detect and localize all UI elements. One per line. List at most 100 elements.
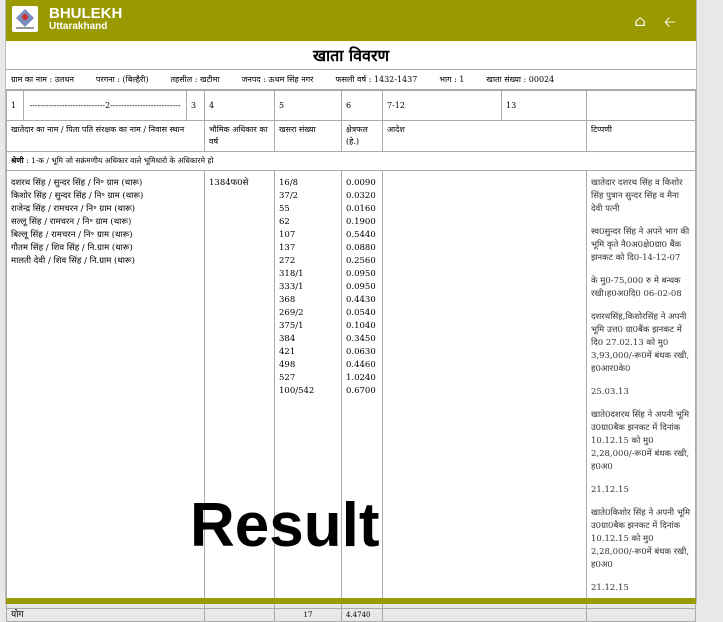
result-overlay: Result bbox=[190, 491, 380, 560]
remark-item: दशरथसिंह,किशोरसिंह ने अपनी भूमि उत्त0 ग्… bbox=[591, 312, 690, 374]
owner-item: मालती देवी / शिव सिंह / नि.ग्राम (थारू) bbox=[11, 256, 135, 266]
data-row: दशरथ सिंह / सुन्दर सिंह / नि॰ ग्राम (थार… bbox=[6, 170, 696, 609]
owner-item: गौतम सिंह / शिव सिंह / नि.ग्राम (थारू) bbox=[11, 243, 133, 253]
area-cell: 0.0090 0.0320 0.0160 0.1900 0.5440 0.0880 0.25… bbox=[341, 170, 383, 609]
khasra-item: 498 bbox=[279, 360, 296, 370]
total-khasra-count: 17 bbox=[274, 608, 342, 622]
header-year: भौमिक अधिकार का वर्ष bbox=[204, 120, 275, 152]
area-item: 0.1040 bbox=[346, 321, 376, 331]
owner-item: किशोर सिंह / सुन्दर सिंह / नि॰ ग्राम (था… bbox=[11, 191, 144, 201]
area-item: 0.0880 bbox=[346, 243, 376, 253]
col-num: 6 bbox=[341, 90, 383, 121]
owners-cell: दशरथ सिंह / सुन्दर सिंह / नि॰ ग्राम (थार… bbox=[6, 170, 205, 609]
area-item: 0.1900 bbox=[346, 217, 376, 227]
area-item: 0.0950 bbox=[346, 269, 376, 279]
remark-item: 21.12.15 bbox=[591, 485, 629, 495]
category-row: श्रेणी : 1-क / भूमि जो सक्रंमणीय अधिकार … bbox=[6, 151, 696, 171]
khasra-item: 269/2 bbox=[279, 308, 304, 318]
category-text: : 1-क / भूमि जो सक्रंमणीय अधिकार वाले भू… bbox=[23, 156, 214, 165]
khasra-item: 272 bbox=[279, 256, 296, 266]
area-item: 0.0160 bbox=[346, 204, 376, 214]
owner-item: दशरथ सिंह / सुन्दर सिंह / नि॰ ग्राम (थार… bbox=[11, 178, 143, 188]
area-item: 0.0320 bbox=[346, 191, 376, 201]
col-num: 5 bbox=[274, 90, 342, 121]
header-area: क्षेत्रफल (हे.) bbox=[341, 120, 383, 152]
page: BHULEKH Uttarakhand ⌂ 🡠 खाता विवरण ग्राम… bbox=[5, 0, 697, 622]
remark-item: खाते0किशोर सिंह ने अपनी भूमि उ0ग्रा0बैक … bbox=[591, 508, 691, 570]
area-item: 0.0950 bbox=[346, 282, 376, 292]
area-item: 0.6700 bbox=[346, 386, 376, 396]
remark-item: स्व0सुन्दर सिंह ने अपने भाग की भूमि कृते… bbox=[591, 227, 690, 263]
area-item: 0.0630 bbox=[346, 347, 376, 357]
village: ग्राम का नाम : उलधन bbox=[11, 75, 74, 84]
remark-item: के मु0-75,000 रु मे बन्धक रखी।ह0अ0दि0 06… bbox=[591, 276, 682, 299]
pargana: परगना : (बिल्हैरी) bbox=[95, 75, 149, 84]
col-num: 4 bbox=[204, 90, 275, 121]
total-area: 4.4740 bbox=[341, 608, 383, 622]
khata-table: 1 ----------------------------2---------… bbox=[6, 90, 696, 622]
khasra-item: 16/8 bbox=[279, 178, 299, 188]
khasra-item: 384 bbox=[279, 334, 296, 344]
total-row: योग 17 4.4740 bbox=[6, 608, 696, 622]
header-khasra: खसरा संख्या bbox=[274, 120, 342, 152]
khasra-item: 37/2 bbox=[279, 191, 299, 201]
remark-item: 21.12.15 bbox=[591, 583, 629, 593]
column-number-row: 1 ----------------------------2---------… bbox=[6, 90, 696, 121]
khasra-item: 421 bbox=[279, 347, 296, 357]
owner-item: राजेन्द्र सिंह / रामचरन / नि॰ ग्राम (थार… bbox=[11, 204, 136, 214]
header-order: आदेश bbox=[382, 120, 587, 152]
khasra-item: 333/1 bbox=[279, 282, 304, 292]
header-bar: BHULEKH Uttarakhand ⌂ 🡠 bbox=[6, 0, 696, 41]
area-item: 0.3450 bbox=[346, 334, 376, 344]
owner-item: सल्लू सिंह / रामचरन / नि॰ ग्राम (थारू) bbox=[11, 217, 132, 227]
area-item: 0.0090 bbox=[346, 178, 376, 188]
home-icon[interactable]: ⌂ bbox=[634, 12, 646, 30]
col-num bbox=[586, 90, 696, 121]
fasli-year: फसली वर्ष : 1432-1437 bbox=[335, 75, 418, 84]
column-header-row: खातेदार का नाम / पिता पति संरक्षक का नाम… bbox=[6, 120, 696, 152]
owner-item: बिल्लू सिंह / रामचरन / नि॰ ग्राम (थारू) bbox=[11, 230, 133, 240]
area-item: 0.0540 bbox=[346, 308, 376, 318]
khasra-item: 375/1 bbox=[279, 321, 304, 331]
total-empty bbox=[586, 608, 696, 622]
khasra-item: 368 bbox=[279, 295, 296, 305]
remark-item: खातेदार दशरथ सिंह व किशोर सिंह पुत्रान स… bbox=[591, 178, 683, 214]
header-owner: खातेदार का नाम / पिता पति संरक्षक का नाम… bbox=[6, 120, 205, 152]
remark-item: खाते0दशरथ सिंह ने अपनी भूमि उ0ग्रा0बैक झ… bbox=[591, 410, 690, 472]
bhag: भाग : 1 bbox=[439, 75, 465, 84]
remarks-cell: खातेदार दशरथ सिंह व किशोर सिंह पुत्रान स… bbox=[586, 170, 696, 609]
total-label: योग bbox=[6, 608, 205, 622]
area-item: 0.4430 bbox=[346, 295, 376, 305]
brand[interactable]: BHULEKH Uttarakhand bbox=[49, 6, 122, 33]
col-num: 13 bbox=[501, 90, 587, 121]
page-title: खाता विवरण bbox=[6, 41, 696, 70]
total-empty bbox=[382, 608, 587, 622]
district: जनपद : ऊधम सिंह नगर bbox=[241, 75, 314, 84]
brand-name: BHULEKH bbox=[49, 5, 123, 22]
khata-number: खाता संख्या : 00024 bbox=[486, 75, 555, 84]
total-empty bbox=[204, 608, 275, 622]
khasra-item: 100/542 bbox=[279, 386, 315, 396]
col-num: 3 bbox=[186, 90, 205, 121]
khasra-item: 107 bbox=[279, 230, 296, 240]
order-cell bbox=[382, 170, 587, 609]
col-num: 7-12 bbox=[382, 90, 502, 121]
footer-bar bbox=[6, 598, 696, 604]
khasra-item: 318/1 bbox=[279, 269, 304, 279]
khasra-item: 55 bbox=[279, 204, 290, 214]
khasra-item: 137 bbox=[279, 243, 296, 253]
khasra-item: 527 bbox=[279, 373, 296, 383]
info-row: ग्राम का नाम : उलधन परगना : (बिल्हैरी) त… bbox=[6, 70, 696, 90]
col-num: 1 bbox=[6, 90, 24, 121]
category-label: श्रेणी bbox=[11, 156, 24, 165]
arrow-left-icon[interactable]: 🡠 bbox=[663, 13, 676, 31]
tehsil: तहसील : खटीमा bbox=[170, 75, 220, 84]
area-item: 0.2560 bbox=[346, 256, 376, 266]
area-item: 1.0240 bbox=[346, 373, 376, 383]
khasra-item: 62 bbox=[279, 217, 290, 227]
uttarakhand-logo bbox=[12, 6, 38, 32]
khasra-cell: 16/8 37/2 55 62 107 137 272 318/1 333/1 368 269/2 3… bbox=[274, 170, 342, 609]
header-remarks: टिप्पणी bbox=[586, 120, 696, 152]
col-num: ----------------------------2-----------… bbox=[23, 90, 187, 121]
area-item: 0.5440 bbox=[346, 230, 376, 240]
